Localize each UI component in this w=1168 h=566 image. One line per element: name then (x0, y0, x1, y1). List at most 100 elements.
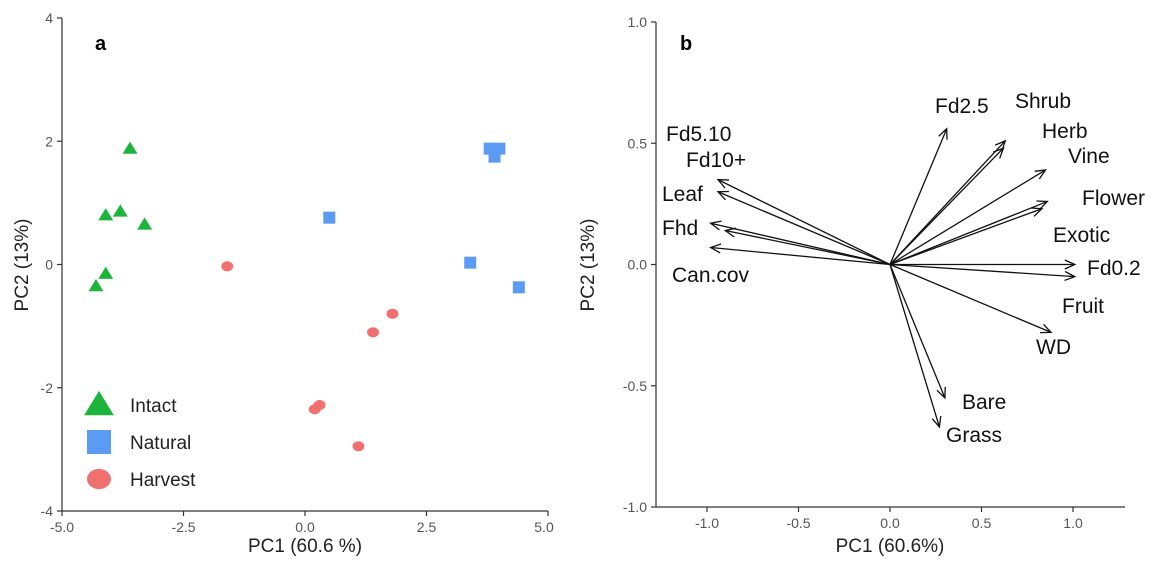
panel-b-y-tick-label: 1.0 (628, 14, 648, 30)
panel-a-point-intact (98, 266, 114, 279)
panel-b-y-tick-label: 0.0 (628, 257, 648, 273)
panel-a-point-harvest (308, 404, 321, 415)
variable-label-fhd: Fhd (662, 217, 698, 240)
variable-label-fruit: Fruit (1062, 295, 1104, 318)
loading-arrowhead-fhd (723, 227, 737, 238)
loading-arrow-can-cov (710, 246, 891, 266)
variable-label-wd: WD (1036, 336, 1071, 359)
panel-a-x-tick-label: 0.0 (295, 519, 315, 535)
panel-b-y-tick-label: 0.5 (628, 135, 648, 151)
panel-a-y-tick-label: 4 (45, 10, 53, 26)
loading-arrow-fruit (889, 263, 1075, 278)
panel-a-y-tick-label: -2 (41, 380, 54, 396)
panel-b-x-tick-label: 1.0 (1063, 515, 1083, 531)
variable-label-shrub: Shrub (1015, 90, 1071, 113)
variable-label-vine: Vine (1068, 145, 1110, 168)
loading-arrowhead-herb (992, 146, 1005, 159)
panel-a-point-harvest (352, 441, 365, 452)
legend-marker-natural (87, 430, 111, 454)
loading-arrow-bare (889, 264, 946, 399)
variable-label-flower: Flower (1082, 187, 1145, 210)
legend-marker-harvest (87, 468, 111, 490)
loading-arrowhead-grass (931, 415, 942, 429)
panel-b-x-axis-title: PC1 (60.6%) (836, 536, 945, 557)
loading-arrowhead-exotic (1030, 207, 1044, 217)
variable-label-leaf: Leaf (662, 183, 703, 206)
panel-a-x-tick-label: -5.0 (50, 519, 74, 535)
panel-a-y-axis-title: PC2 (13%) (12, 219, 33, 312)
panel-a-x-axis-title: PC1 (60.6 %) (248, 536, 362, 557)
legend-label-intact: Intact (130, 396, 177, 417)
loading-arrowhead-flower (1036, 200, 1049, 210)
variable-label-fd0-2: Fd0.2 (1087, 257, 1141, 280)
panel-a-ticks: -5.0 -2.5 0.0 2.5 5.0 -4 -2 0 2 4 (41, 10, 554, 535)
loading-arrow-fd2-5 (889, 128, 948, 265)
panel-a-point-natural (323, 211, 336, 224)
loading-arrowhead-can-cov (709, 243, 722, 254)
panel-b-x-tick-label: -1.0 (695, 515, 719, 531)
panel-b-x-tick-label: 0.5 (972, 515, 992, 531)
panel-a-y-tick-label: 2 (45, 133, 53, 149)
loading-arrowhead-fd10- (716, 190, 729, 201)
loading-arrow-herb (889, 147, 1004, 265)
legend-label-natural: Natural (130, 433, 191, 454)
panel-b-biplot: -1.0 -0.5 0.0 0.5 1.0 -1.0 -0.5 0.0 0.5 1.0 Fd2.5… (578, 14, 1145, 557)
variable-label-can-cov: Can.cov (672, 264, 750, 287)
panel-b-y-tick-label: -0.5 (623, 378, 647, 394)
panel-b-ticks: -1.0 -0.5 0.0 0.5 1.0 -1.0 -0.5 0.0 0.5 1.0 (623, 14, 1083, 531)
loading-arrow-vine (889, 169, 1046, 266)
loading-arrowhead-fd5-10 (716, 178, 729, 189)
variable-label-exotic: Exotic (1053, 224, 1110, 247)
loading-arrowhead-fd2-5 (938, 127, 948, 140)
panel-a-points (88, 141, 525, 452)
loading-arrowhead-leaf (709, 220, 722, 231)
loading-arrowhead-fruit (1064, 270, 1077, 282)
panel-a-point-harvest (386, 308, 399, 319)
loading-arrow-fd10- (717, 191, 891, 266)
panel-a-x-tick-label: 5.0 (534, 519, 554, 535)
panel-a-point-intact (98, 208, 114, 221)
loading-arrow-wd (889, 263, 1052, 333)
panel-b-y-axis-title: PC2 (13%) (578, 219, 599, 312)
loading-arrowhead-vine (1034, 169, 1047, 180)
panel-b-x-tick-label: -0.5 (786, 515, 810, 531)
panel-a-x-tick-label: 2.5 (417, 519, 437, 535)
loading-arrow-leaf (710, 222, 891, 266)
panel-b-y-tick-label: -1.0 (623, 499, 647, 515)
panel-b-label: b (680, 33, 692, 55)
panel-a-y-tick-label: -4 (41, 503, 54, 519)
panel-a-x-tick-label: -2.5 (171, 519, 195, 535)
variable-label-fd5-10: Fd5.10 (666, 123, 731, 146)
variable-label-fd2-5: Fd2.5 (935, 95, 989, 118)
loading-arrow-flower (889, 200, 1048, 266)
panel-a-point-natural (488, 150, 501, 163)
panel-a-y-tick-label: 0 (45, 257, 53, 273)
loading-arrowhead-fd0-2 (1064, 259, 1077, 270)
loading-arrow-fd5-10 (717, 179, 891, 266)
panel-a-point-harvest (367, 327, 380, 338)
loading-arrow-exotic (889, 208, 1043, 266)
panel-a-point-intact (122, 141, 138, 154)
panel-a-point-intact (137, 217, 153, 230)
variable-label-fd10-: Fd10+ (686, 149, 746, 172)
legend-label-harvest: Harvest (130, 470, 196, 491)
loading-arrowhead-wd (1040, 323, 1053, 334)
variable-label-grass: Grass (946, 424, 1002, 447)
panel-a-point-natural (512, 281, 525, 294)
panel-a-label: a (95, 33, 107, 55)
variable-label-herb: Herb (1042, 120, 1088, 143)
panel-a-point-natural (464, 256, 477, 269)
panel-b-x-tick-label: 0.0 (880, 515, 900, 531)
loading-arrow-fhd (725, 229, 891, 266)
loading-arrowhead-bare (936, 386, 946, 400)
panel-a-legend: Intact Natural Harvest (84, 390, 196, 491)
loading-arrow-grass (889, 264, 941, 428)
variable-label-bare: Bare (962, 391, 1006, 414)
legend-marker-intact (84, 390, 114, 416)
panel-a-point-intact (88, 279, 104, 292)
panel-a-point-intact (112, 204, 128, 217)
panel-a-point-harvest (221, 261, 234, 272)
